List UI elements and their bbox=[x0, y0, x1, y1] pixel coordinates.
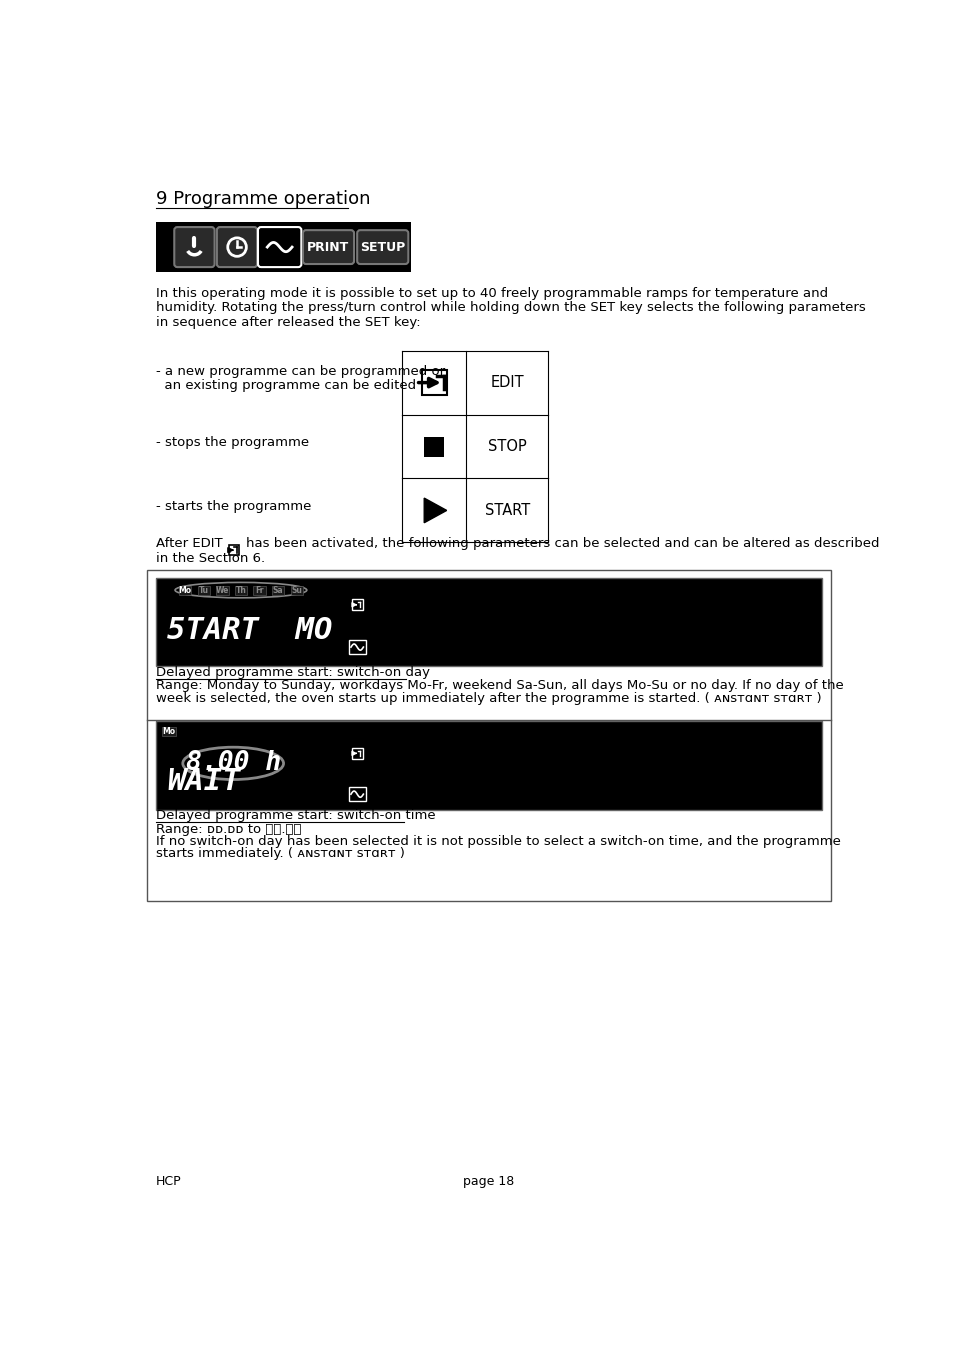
Text: Su: Su bbox=[291, 586, 302, 594]
Ellipse shape bbox=[174, 582, 307, 598]
Text: Range: ᴅᴅ.ᴅᴅ to ᳣᳣.᳢᳢: Range: ᴅᴅ.ᴅᴅ to ᳣᳣.᳢᳢ bbox=[155, 822, 301, 836]
Text: Mo: Mo bbox=[178, 586, 192, 594]
Text: page 18: page 18 bbox=[463, 1174, 514, 1188]
Text: After EDIT: After EDIT bbox=[155, 537, 222, 549]
Bar bbox=[179, 586, 192, 595]
Text: EDIT: EDIT bbox=[490, 375, 523, 390]
Bar bbox=[272, 586, 284, 595]
Text: - starts the programme: - starts the programme bbox=[155, 500, 311, 513]
Bar bbox=[421, 370, 446, 396]
Bar bbox=[352, 748, 362, 759]
Text: Mo: Mo bbox=[162, 728, 175, 736]
Text: In this operating mode it is possible to set up to 40 freely programmable ramps : In this operating mode it is possible to… bbox=[155, 286, 827, 300]
Text: SETUP: SETUP bbox=[359, 240, 405, 254]
Ellipse shape bbox=[183, 747, 283, 779]
Text: Range: Monday to Sunday, workdays Mo-Fr, weekend Sa-Sun, all days Mo-Su or no da: Range: Monday to Sunday, workdays Mo-Fr,… bbox=[155, 679, 842, 693]
FancyBboxPatch shape bbox=[174, 227, 214, 267]
Text: an existing programme can be edited: an existing programme can be edited bbox=[155, 379, 416, 391]
FancyBboxPatch shape bbox=[356, 230, 408, 265]
FancyBboxPatch shape bbox=[216, 227, 257, 267]
Polygon shape bbox=[424, 498, 446, 522]
Bar bbox=[155, 721, 821, 810]
Text: 8.00 h: 8.00 h bbox=[185, 751, 280, 776]
Text: - stops the programme: - stops the programme bbox=[155, 436, 309, 450]
Text: starts immediately. ( ᴀɴѕтɑɴт ѕтɑʀт ): starts immediately. ( ᴀɴѕтɑɴт ѕтɑʀт ) bbox=[155, 848, 404, 860]
Text: HCP: HCP bbox=[155, 1174, 181, 1188]
Bar bbox=[229, 544, 239, 555]
Text: Th: Th bbox=[235, 586, 246, 594]
Text: week is selected, the oven starts up immediately after the programme is started.: week is selected, the oven starts up imm… bbox=[155, 691, 821, 705]
Text: 5TART  MO: 5TART MO bbox=[167, 617, 333, 645]
Bar bbox=[155, 578, 821, 667]
Text: If no switch-on day has been selected it is not possible to select a switch-on t: If no switch-on day has been selected it… bbox=[155, 836, 840, 848]
Text: has been activated, the following parameters can be selected and can be altered : has been activated, the following parame… bbox=[245, 537, 878, 549]
Text: Fr: Fr bbox=[255, 586, 263, 594]
Bar bbox=[234, 586, 247, 595]
Text: in the Section 6.: in the Section 6. bbox=[155, 552, 265, 564]
Bar bbox=[155, 721, 821, 810]
Bar bbox=[253, 586, 266, 595]
FancyBboxPatch shape bbox=[303, 230, 354, 265]
Bar bbox=[348, 640, 365, 653]
Text: WAIT: WAIT bbox=[167, 767, 240, 796]
Bar bbox=[424, 436, 444, 456]
Bar bbox=[155, 578, 821, 667]
Text: We: We bbox=[215, 586, 229, 594]
Bar bbox=[147, 570, 830, 902]
Text: PRINT: PRINT bbox=[307, 240, 349, 254]
Bar bbox=[291, 586, 303, 595]
Bar bbox=[216, 586, 229, 595]
Bar bbox=[155, 221, 411, 273]
Text: Delayed programme start: switch-on time: Delayed programme start: switch-on time bbox=[155, 809, 435, 822]
Bar bbox=[352, 599, 362, 610]
Text: Delayed programme start: switch-on day: Delayed programme start: switch-on day bbox=[155, 666, 429, 679]
Text: - a new programme can be programmed or: - a new programme can be programmed or bbox=[155, 366, 444, 378]
Text: in sequence after released the SET key:: in sequence after released the SET key: bbox=[155, 316, 420, 329]
Text: Sa: Sa bbox=[273, 586, 283, 594]
Text: STOP: STOP bbox=[487, 439, 526, 454]
Bar bbox=[348, 787, 365, 801]
Text: humidity. Rotating the press/turn control while holding down the SET key selects: humidity. Rotating the press/turn contro… bbox=[155, 301, 864, 315]
Text: START: START bbox=[484, 504, 529, 518]
Bar bbox=[197, 586, 210, 595]
Bar bbox=[162, 728, 175, 736]
Text: Tu: Tu bbox=[198, 586, 209, 594]
FancyBboxPatch shape bbox=[257, 227, 301, 267]
Text: 9 Programme operation: 9 Programme operation bbox=[155, 190, 370, 208]
